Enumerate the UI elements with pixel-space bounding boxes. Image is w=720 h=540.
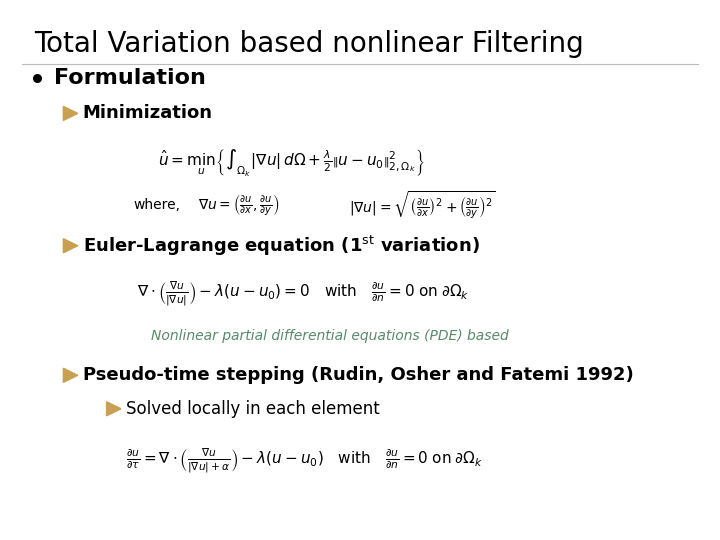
Polygon shape [63, 239, 78, 253]
Text: Total Variation based nonlinear Filtering: Total Variation based nonlinear Filterin… [35, 30, 585, 58]
Text: Pseudo-time stepping (Rudin, Osher and Fatemi 1992): Pseudo-time stepping (Rudin, Osher and F… [83, 366, 634, 384]
Text: Formulation: Formulation [54, 68, 206, 89]
Text: where,: where, [133, 198, 180, 212]
Text: $\hat{u} = \min_{u}\left\{\int_{\Omega_k} |\nabla u|\,d\Omega + \frac{\lambda}{2: $\hat{u} = \min_{u}\left\{\int_{\Omega_k… [158, 146, 425, 178]
Polygon shape [107, 402, 121, 416]
Polygon shape [63, 368, 78, 382]
Text: Euler-Lagrange equation (1$^{\mathrm{st}}$ variation): Euler-Lagrange equation (1$^{\mathrm{st}… [83, 234, 480, 258]
Text: Minimization: Minimization [83, 104, 213, 123]
Text: $|\nabla u| = \sqrt{\left(\frac{\partial u}{\partial x}\right)^2 + \left(\frac{\: $|\nabla u| = \sqrt{\left(\frac{\partial… [349, 190, 496, 221]
Text: $\nabla u = \left(\frac{\partial u}{\partial x}, \frac{\partial u}{\partial y}\r: $\nabla u = \left(\frac{\partial u}{\par… [198, 192, 279, 218]
Text: $\nabla \cdot \left(\frac{\nabla u}{|\nabla u|}\right) - \lambda(u - u_0) = 0 \q: $\nabla \cdot \left(\frac{\nabla u}{|\na… [137, 280, 469, 308]
Text: Solved locally in each element: Solved locally in each element [126, 400, 379, 418]
Text: $\frac{\partial u}{\partial \tau} = \nabla \cdot \left(\frac{\nabla u}{|\nabla u: $\frac{\partial u}{\partial \tau} = \nab… [126, 448, 483, 476]
Text: Nonlinear partial differential equations (PDE) based: Nonlinear partial differential equations… [151, 329, 509, 343]
Polygon shape [63, 106, 78, 120]
